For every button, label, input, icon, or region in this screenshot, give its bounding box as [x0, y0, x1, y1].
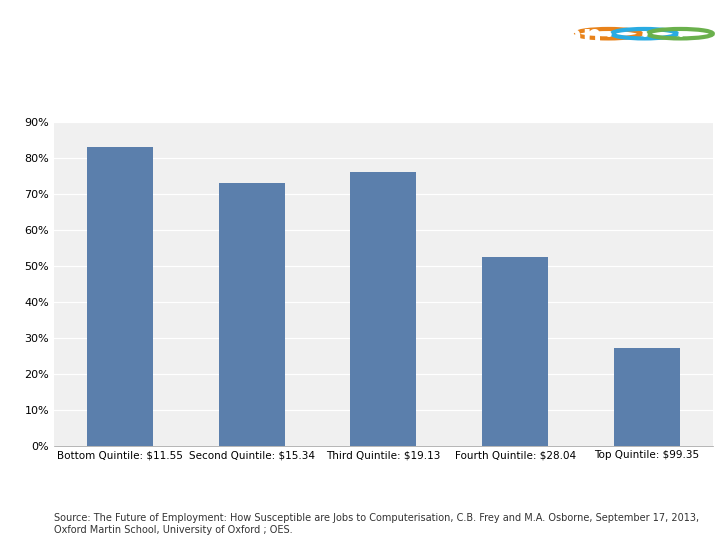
Bar	[87, 147, 153, 446]
Bar	[482, 256, 548, 446]
Text: Hourly Wage: Hourly Wage	[14, 65, 215, 93]
Text: Propensity for Automation by Median: Propensity for Automation by Median	[14, 23, 603, 51]
Bar	[614, 348, 680, 446]
Text: Source: The Future of Employment: How Susceptible are Jobs to Computerisation, C: Source: The Future of Employment: How Su…	[54, 513, 699, 535]
Text: ●: ●	[678, 31, 683, 37]
Text: DWD: DWD	[610, 76, 679, 100]
Bar	[351, 172, 416, 445]
Text: ●: ●	[606, 31, 611, 37]
Text: ●: ●	[642, 31, 647, 37]
Bar	[219, 183, 284, 446]
